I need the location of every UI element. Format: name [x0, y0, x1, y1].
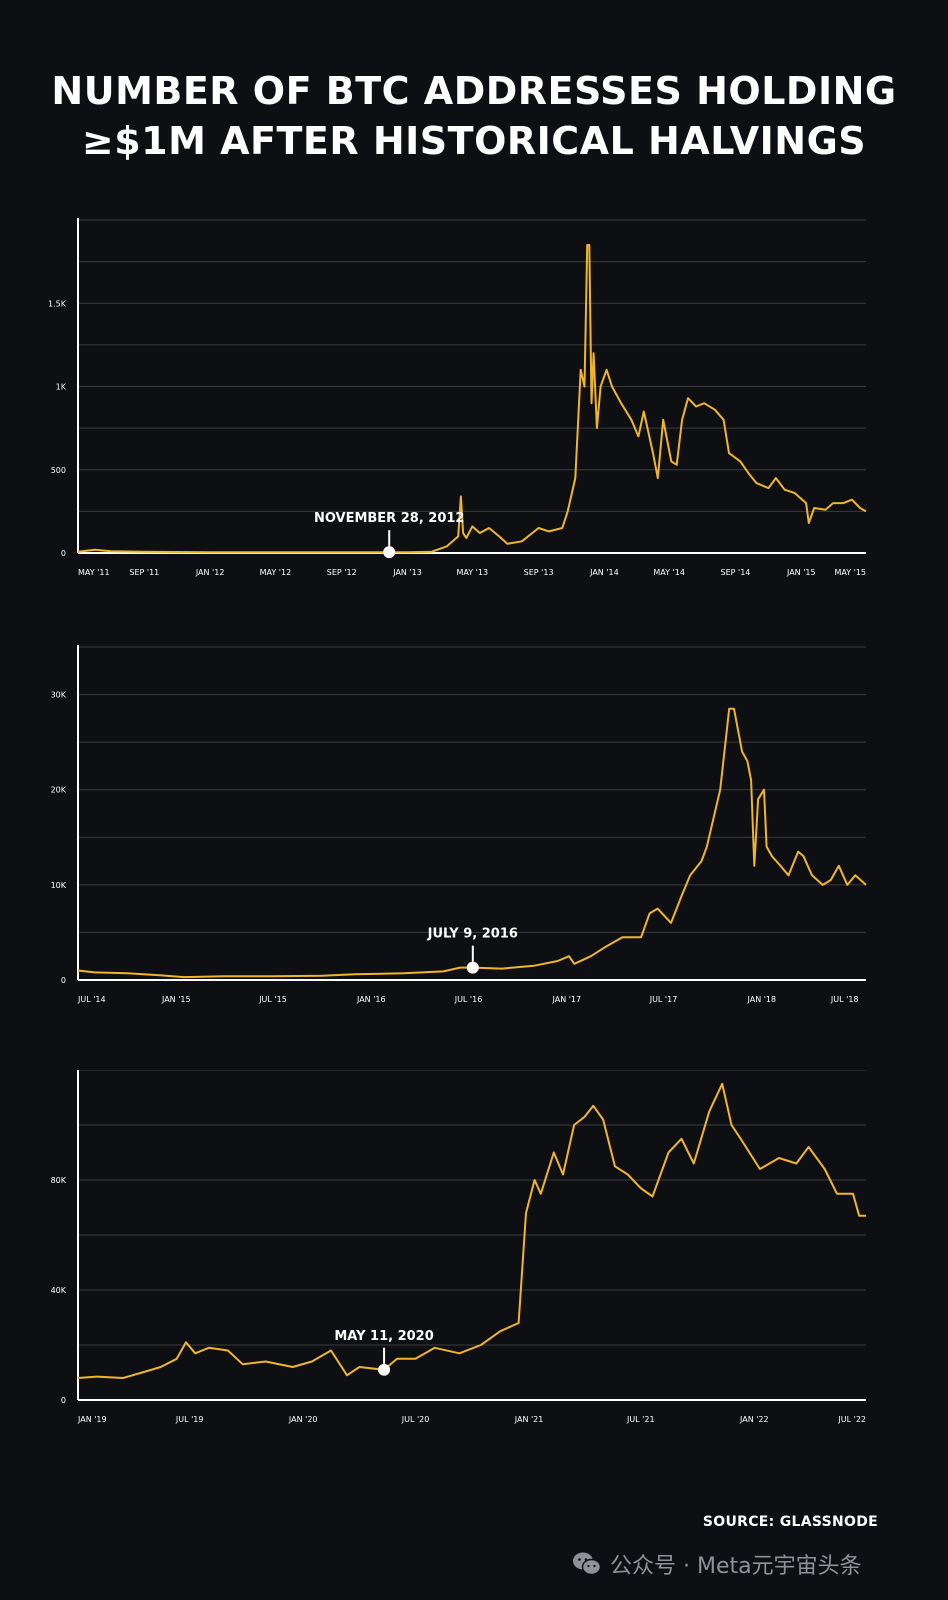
- x-tick-label: JAN '19: [77, 1415, 107, 1424]
- x-tick-label: MAY '14: [653, 568, 685, 577]
- halving-date-label: JULY 9, 2016: [427, 927, 518, 942]
- x-tick-label: JUL '18: [830, 995, 859, 1004]
- chart-panel-2012-halving: 0 500 1K 1.5K MAY '11 SEP '11 JAN '12 MAY '12 SE…: [48, 218, 867, 577]
- y-tick-label: 1K: [56, 383, 67, 392]
- y-tick-label: 80K: [51, 1176, 67, 1185]
- y-tick-label: 500: [51, 466, 66, 475]
- x-tick-label: JAN '13: [392, 568, 422, 577]
- x-tick-label: JAN '14: [589, 568, 619, 577]
- x-tick-label: JAN '20: [288, 1415, 318, 1424]
- x-tick-label: JUL '22: [837, 1415, 866, 1424]
- y-tick-label: 40K: [51, 1286, 67, 1295]
- x-tick-label: JAN '12: [195, 568, 225, 577]
- halving-marker: [383, 546, 396, 559]
- y-tick-label: 20K: [51, 786, 67, 795]
- x-tick-label: JAN '15: [786, 568, 816, 577]
- x-tick-label: JAN '21: [514, 1415, 544, 1424]
- x-tick-label: JUL '17: [649, 995, 678, 1004]
- watermark: 公众号 · Meta元宇宙头条: [572, 1548, 862, 1580]
- x-tick-label: JUL '15: [258, 995, 287, 1004]
- x-tick-label: JUL '21: [626, 1415, 655, 1424]
- series-line: [77, 707, 867, 979]
- x-tick-label: JAN '15: [161, 995, 191, 1004]
- halving-marker: [378, 1363, 391, 1376]
- series-line: [77, 1082, 866, 1379]
- chart-title-line-1: NUMBER OF BTC ADDRESSES HOLDING: [51, 69, 897, 113]
- x-tick-label: SEP '13: [524, 568, 554, 577]
- x-tick-label: JUL '19: [175, 1415, 204, 1424]
- y-tick-label: 1.5K: [48, 299, 67, 308]
- y-tick-label: 10K: [51, 881, 67, 890]
- x-tick-label: JAN '18: [747, 995, 777, 1004]
- x-tick-label: SEP '12: [327, 568, 357, 577]
- x-tick-label: SEP '11: [129, 568, 159, 577]
- chart-panel-2016-halving: 0 10K 20K 30K JUL '14 JAN '15 JUL '15 JAN '16 JU…: [51, 645, 867, 1004]
- x-tick-label: JAN '17: [552, 995, 582, 1004]
- halving-marker: [466, 961, 479, 974]
- series-line: [77, 244, 867, 554]
- x-tick-label: MAY '15: [834, 568, 866, 577]
- chart-panel-2020-halving: 0 40K 80K JAN '19 JUL '19 JAN '20 JUL '20 JAN '…: [51, 1070, 866, 1424]
- y-tick-label: 0: [61, 976, 66, 985]
- x-tick-label: JAN '22: [739, 1415, 769, 1424]
- x-tick-label: MAY '12: [260, 568, 292, 577]
- y-tick-label: 0: [61, 549, 66, 558]
- watermark-text: 公众号 · Meta元宇宙头条: [610, 1554, 862, 1579]
- x-tick-label: JUL '14: [77, 995, 106, 1004]
- x-tick-label: MAY '13: [456, 568, 488, 577]
- x-tick-label: JUL '20: [401, 1415, 430, 1424]
- x-tick-label: MAY '11: [78, 568, 110, 577]
- x-tick-label: JAN '16: [356, 995, 386, 1004]
- chart-title: NUMBER OF BTC ADDRESSES HOLDING ≥$1M AFT…: [0, 66, 948, 166]
- halving-date-label: NOVEMBER 28, 2012: [314, 511, 465, 526]
- x-tick-label: JUL '16: [454, 995, 483, 1004]
- halving-date-label: MAY 11, 2020: [334, 1329, 433, 1344]
- source-credit: SOURCE: GLASSNODE: [702, 1514, 878, 1530]
- chart-title-line-2: ≥$1M AFTER HISTORICAL HALVINGS: [81, 119, 867, 163]
- wechat-icon: [573, 1552, 602, 1576]
- x-tick-label: SEP '14: [721, 568, 751, 577]
- y-tick-label: 0: [61, 1396, 66, 1405]
- y-tick-label: 30K: [51, 691, 67, 700]
